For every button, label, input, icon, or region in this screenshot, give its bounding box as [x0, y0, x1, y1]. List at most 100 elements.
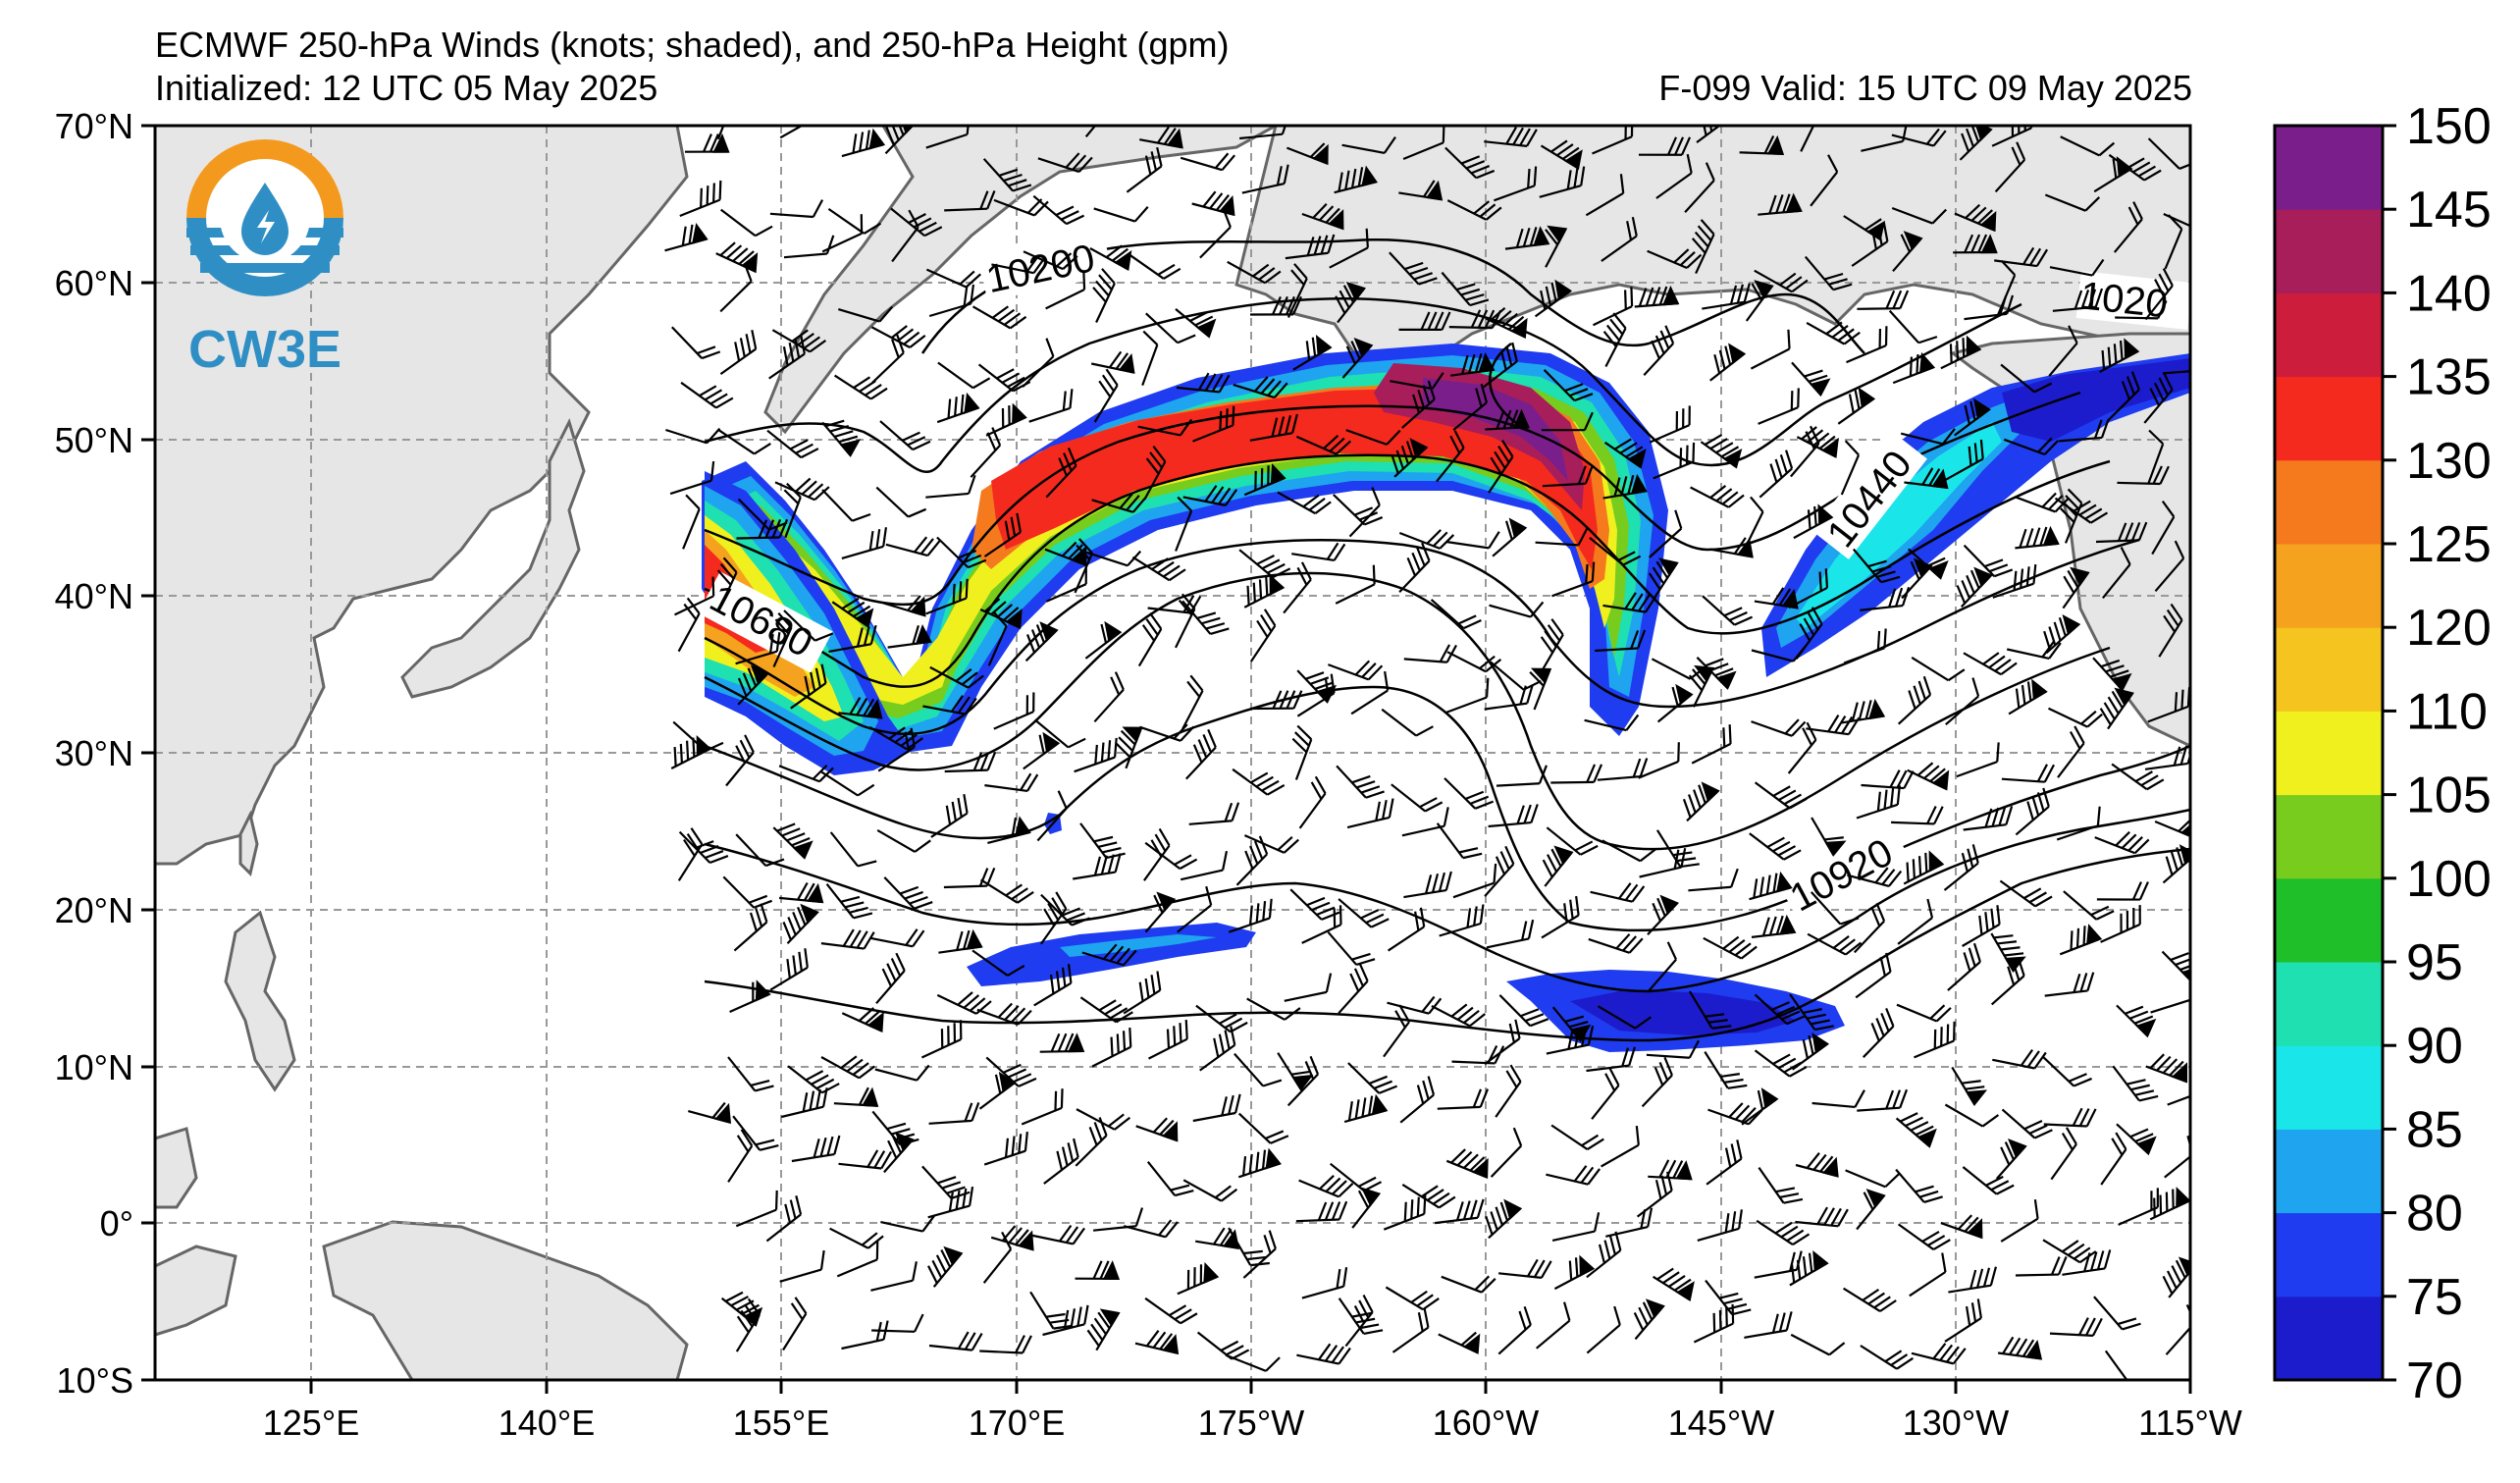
wind-barb — [1030, 1224, 1085, 1245]
wind-barb — [1546, 1026, 1595, 1055]
wind-barb — [1123, 1219, 1179, 1239]
wind-barb — [1904, 467, 1949, 490]
wind-barb — [1602, 473, 1648, 500]
wind-barb — [1855, 952, 1892, 999]
wind-barb — [1484, 127, 1538, 147]
wind-barb — [1084, 620, 1123, 660]
wind-barb — [1401, 807, 1449, 837]
wind-barb — [1032, 194, 1085, 226]
wind-barb — [1143, 827, 1171, 881]
wind-barb — [1028, 389, 1074, 423]
wind-barb — [1482, 342, 1518, 389]
wind-barb — [1543, 369, 1594, 402]
wind-barb — [2059, 924, 2103, 956]
wind-barb — [1296, 1343, 1351, 1365]
wind-barb — [834, 374, 888, 400]
wind-barb — [1705, 1279, 1752, 1316]
wind-barb — [1749, 871, 1793, 901]
wind-barb — [2149, 1187, 2190, 1221]
wind-barb — [1180, 152, 1236, 172]
wind-barb — [1992, 1049, 2047, 1070]
wind-barb — [1846, 326, 1888, 364]
wind-barb — [1601, 216, 1638, 262]
wind-barb — [882, 595, 926, 617]
wind-barb — [1706, 1139, 1743, 1186]
wind-barb — [2000, 363, 2053, 394]
wind-barb — [735, 1190, 778, 1228]
wind-barb — [719, 330, 758, 375]
wind-barb — [1907, 762, 1950, 791]
wind-barb — [1795, 1152, 1839, 1178]
wind-barb — [2056, 806, 2101, 841]
wind-barb — [1073, 853, 1122, 880]
wind-barb — [1175, 308, 1217, 339]
wind-barb — [841, 128, 886, 158]
lat-ticks — [141, 124, 155, 1382]
wind-barb — [2052, 288, 2104, 312]
wind-barb — [1744, 1311, 1793, 1339]
wind-barb — [766, 429, 819, 459]
wind-barb — [1341, 337, 1374, 379]
wind-barb — [1075, 1117, 1108, 1167]
colorbar-segment — [2275, 544, 2383, 628]
wind-barb — [1188, 802, 1240, 825]
wind-barb — [1684, 162, 1715, 213]
wind-barb — [1452, 863, 1497, 899]
wind-barb — [1697, 1209, 1743, 1242]
wind-barb — [1994, 141, 2026, 193]
lon-label: 145°W — [1668, 1403, 1774, 1443]
wind-barb — [1141, 330, 1159, 386]
wind-barb — [831, 597, 874, 629]
colorbar-segment — [2275, 877, 2383, 963]
wind-barb — [1144, 891, 1177, 933]
wind-barb — [1488, 440, 1514, 494]
wind-barb — [875, 952, 906, 1005]
wind-barb — [2060, 135, 2116, 157]
colorbar-tick-label: 75 — [2406, 1269, 2463, 1326]
wind-barb — [1485, 408, 1530, 431]
wind-barb — [2115, 300, 2168, 320]
wind-barb — [1897, 1223, 1951, 1251]
colorbar-segment — [2275, 209, 2383, 293]
wind-barb — [2158, 603, 2183, 658]
wind-barb — [1040, 893, 1090, 927]
wind-barb — [921, 1165, 971, 1199]
wind-barb — [1338, 898, 1390, 928]
wind-barb — [1601, 839, 1656, 863]
logo-orange-arc — [186, 139, 343, 218]
wind-barb — [927, 1245, 964, 1288]
wind-barb — [1795, 1206, 1849, 1228]
wind-barb — [2057, 725, 2085, 778]
lon-label: 140°E — [499, 1403, 595, 1443]
wind-barb — [1329, 228, 1369, 269]
wind-barb — [1539, 166, 1586, 198]
wind-barb — [1700, 434, 1743, 469]
wind-barb — [1840, 698, 1886, 724]
wind-barb — [1758, 1166, 1804, 1204]
wind-barb — [727, 1129, 754, 1183]
lat-label: 10°N — [55, 1047, 133, 1087]
wind-barb — [1452, 383, 1489, 432]
wind-barb — [936, 536, 987, 569]
wind-barb — [1301, 905, 1342, 944]
lon-labels: 125°E 140°E 155°E 170°E 175°W 160°W 145°… — [263, 1403, 2242, 1443]
wind-barb — [890, 207, 943, 238]
land-new-guinea — [322, 1220, 689, 1380]
wind-barb — [985, 402, 1027, 437]
wind-barb — [821, 419, 862, 457]
wind-barb — [719, 262, 753, 313]
wind-barb — [1963, 652, 2018, 676]
wind-barb — [1042, 1304, 1089, 1337]
colorbar-tick-label: 135 — [2406, 349, 2492, 406]
wind-barb — [982, 158, 1032, 192]
colorbar-tick-label: 130 — [2406, 433, 2492, 490]
wind-barb — [1350, 670, 1390, 715]
wind-barb — [827, 207, 881, 235]
wind-barb — [928, 284, 975, 318]
wind-barb — [1336, 765, 1385, 799]
wind-barb — [1756, 1219, 1811, 1245]
wind-barb — [1143, 446, 1167, 501]
wind-barb — [1328, 660, 1384, 681]
wind-barb — [929, 665, 984, 689]
wind-barb — [876, 828, 931, 853]
